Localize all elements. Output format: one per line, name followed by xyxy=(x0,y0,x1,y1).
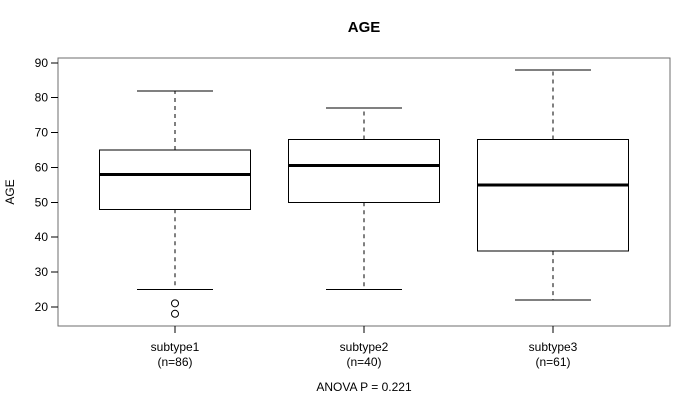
group-n: (n=61) xyxy=(535,355,571,369)
chart-title: AGE xyxy=(347,19,381,36)
y-tick-label: 60 xyxy=(35,160,49,174)
x-tick-label-subtype1: subtype1 (n=86) xyxy=(151,340,200,370)
group-name: subtype3 xyxy=(528,340,578,354)
y-tick-label: 70 xyxy=(35,126,49,140)
outlier-point xyxy=(171,299,179,308)
box-iqr xyxy=(288,139,440,203)
y-tick-label: 50 xyxy=(35,195,49,209)
group-n: (n=86) xyxy=(157,355,193,369)
group-name: subtype2 xyxy=(339,340,389,354)
y-tick-label: 90 xyxy=(35,56,49,70)
box-iqr xyxy=(477,139,629,252)
y-tick-label: 30 xyxy=(35,265,49,279)
y-tick-label: 80 xyxy=(35,91,49,105)
group-name: subtype1 xyxy=(150,340,200,354)
x-tick-label-subtype3: subtype3 (n=61) xyxy=(529,340,578,370)
box-iqr xyxy=(99,149,251,210)
anova-note: ANOVA P = 0.221 xyxy=(316,380,412,394)
x-tick-label-subtype2: subtype2 (n=40) xyxy=(340,340,389,370)
y-tick-label: 40 xyxy=(35,230,49,244)
y-tick-label: 20 xyxy=(35,300,49,314)
outlier-point xyxy=(171,309,179,318)
group-n: (n=40) xyxy=(346,355,382,369)
